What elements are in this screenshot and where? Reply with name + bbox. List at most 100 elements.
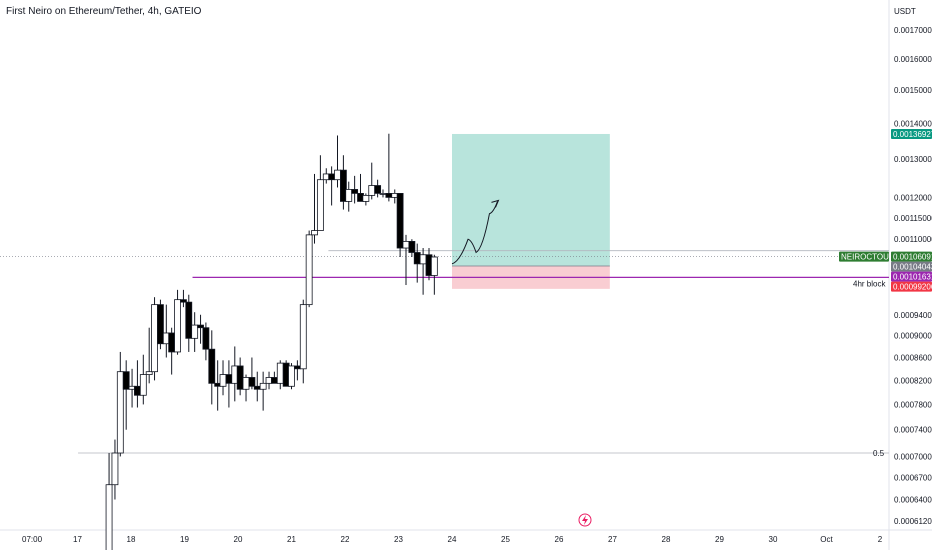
x-tick-label: 28 <box>662 535 671 544</box>
projection-arrow-head <box>491 199 500 208</box>
candle <box>253 385 261 390</box>
candle <box>236 365 244 390</box>
candle <box>225 374 233 384</box>
x-tick-label: 30 <box>769 535 778 544</box>
candle <box>202 327 210 350</box>
price-tag-label: 0.00136927 <box>893 130 932 139</box>
target-zone <box>452 133 610 266</box>
y-tick-label: 0.00115000 <box>894 214 932 223</box>
candle <box>122 371 130 390</box>
x-tick-label: 17 <box>73 535 82 544</box>
price-tag <box>891 271 932 282</box>
candle <box>259 382 267 390</box>
price-tag-label: 0.00101631 <box>893 273 932 282</box>
x-tick-label: 26 <box>555 535 564 544</box>
candle <box>288 365 295 387</box>
candle <box>345 189 353 202</box>
candle <box>419 254 427 265</box>
currency-label: USDT <box>894 7 916 16</box>
projection-path <box>451 201 498 265</box>
candle <box>316 179 324 231</box>
x-tick-label: 19 <box>180 535 189 544</box>
candle <box>351 189 359 194</box>
candle <box>248 377 256 387</box>
candle <box>145 371 153 375</box>
candle <box>311 230 318 236</box>
candle <box>116 371 124 454</box>
flash-icon <box>578 513 592 527</box>
candle <box>408 241 416 253</box>
price-tag <box>839 251 889 262</box>
y-tick-label: 0.00110000 <box>894 235 932 244</box>
candle <box>242 377 250 390</box>
x-tick-label: Oct <box>820 535 833 544</box>
x-tick-label: 18 <box>127 535 136 544</box>
candle <box>174 299 181 353</box>
candle <box>328 173 336 181</box>
x-tick-label: 2 <box>878 535 883 544</box>
candle <box>374 185 382 194</box>
annotation-label: 0.5 <box>873 449 885 458</box>
candle <box>334 169 341 181</box>
x-tick-label: 22 <box>341 535 350 544</box>
candle <box>368 185 376 196</box>
candle <box>430 256 438 276</box>
x-tick-label: 24 <box>448 535 457 544</box>
candle <box>111 452 119 486</box>
candle <box>139 374 147 396</box>
candle <box>105 484 113 550</box>
price-tag-label: NEIROCTOUSDT <box>841 253 905 262</box>
x-tick-label: 23 <box>394 535 403 544</box>
price-tag <box>891 261 932 272</box>
candle <box>305 234 313 306</box>
candle <box>208 348 216 384</box>
candle <box>402 241 410 249</box>
x-tick-label: 20 <box>234 535 243 544</box>
x-tick-label: 25 <box>501 535 510 544</box>
candle <box>185 301 193 339</box>
flash-icon-bolt <box>582 515 588 525</box>
chart-title: First Neiro on Ethereum/Tether, 4h, GATE… <box>6 6 202 17</box>
price-tag-label: 0.00099206 <box>893 283 932 292</box>
candle <box>197 324 204 329</box>
candle <box>191 324 199 339</box>
candle <box>276 362 284 384</box>
candle <box>396 193 404 249</box>
candle <box>385 193 393 198</box>
candle <box>293 365 301 370</box>
price-tag <box>891 281 932 292</box>
candle <box>151 304 158 373</box>
candle <box>413 252 421 265</box>
candle <box>168 332 176 353</box>
candle <box>157 304 164 345</box>
price-tag-label: 0.00104043 <box>893 263 932 272</box>
x-tick-label: 29 <box>715 535 724 544</box>
candle <box>362 194 370 202</box>
x-tick-label: 21 <box>287 535 296 544</box>
candle <box>219 374 227 387</box>
candle <box>270 377 278 384</box>
candle <box>299 304 307 370</box>
candle <box>134 385 141 396</box>
price-tag <box>891 128 932 139</box>
price-tag <box>891 251 932 262</box>
annotation-label: 4hr block <box>853 280 886 289</box>
